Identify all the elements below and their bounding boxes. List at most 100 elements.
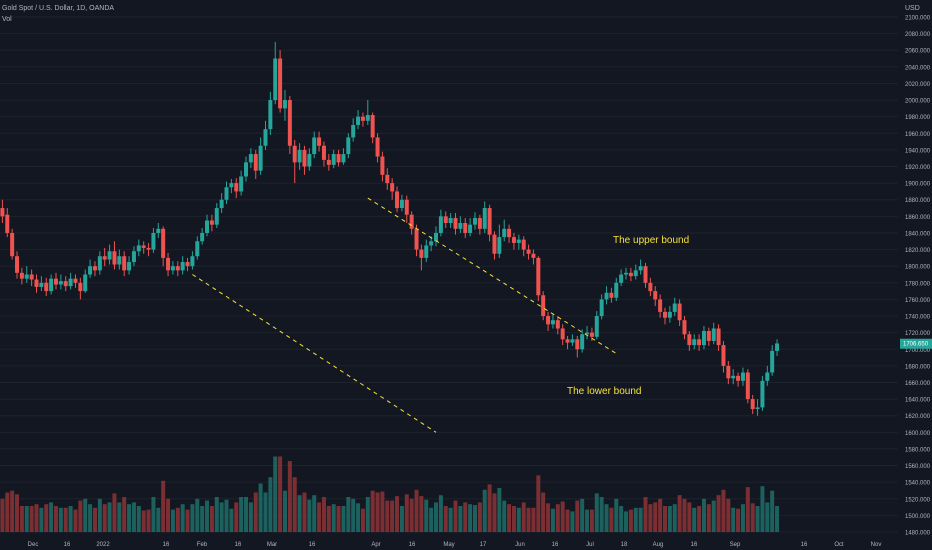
- price-tick-label: 1880.000: [905, 198, 931, 204]
- volume-bar: [477, 502, 482, 532]
- candle-body: [180, 262, 185, 271]
- volume-bar: [19, 506, 24, 532]
- candle-body: [146, 247, 151, 250]
- volume-bar: [589, 509, 594, 532]
- volume-bar: [282, 490, 287, 532]
- volume-bar: [736, 508, 741, 532]
- candle-body: [628, 272, 633, 277]
- price-tick-label: 1760.000: [905, 298, 931, 304]
- price-tick-label: 1480.000: [905, 531, 931, 537]
- volume-bar: [312, 495, 317, 532]
- channel-line-upper: [367, 197, 619, 356]
- candle-body: [487, 208, 492, 235]
- candle-body: [141, 245, 146, 248]
- candle-body: [83, 274, 88, 292]
- candle-body: [214, 208, 219, 225]
- volume-bar: [336, 506, 341, 532]
- time-tick-label: Jul: [586, 542, 594, 548]
- volume-bar: [141, 510, 146, 532]
- candle-body: [234, 183, 239, 192]
- candle-body: [390, 183, 395, 192]
- candle-body: [546, 316, 551, 325]
- volume-bar: [166, 498, 171, 532]
- candle-body: [253, 154, 258, 171]
- candle-body: [107, 251, 112, 260]
- volume-bar: [287, 461, 292, 532]
- volume-bar: [453, 500, 458, 532]
- candle-body: [395, 191, 400, 209]
- volume-bar: [731, 507, 736, 532]
- volume-bar: [740, 504, 745, 532]
- candle-body: [370, 115, 375, 138]
- candle-body: [117, 256, 122, 265]
- candle-body: [29, 274, 34, 280]
- upper-bound-label: The upper bound: [613, 235, 689, 246]
- time-tick-label: 16: [409, 542, 416, 548]
- volume-bar: [745, 487, 750, 532]
- price-axis[interactable]: 2100.000 2080.000 2060.000 2040.000 2020.000…: [905, 16, 931, 537]
- volume-bar: [209, 506, 214, 532]
- candle-body: [531, 253, 536, 258]
- volume-bar: [34, 504, 39, 532]
- candle-body: [424, 245, 429, 258]
- candle-body: [248, 154, 253, 163]
- volume-bar: [380, 491, 385, 532]
- candle-body: [653, 291, 658, 300]
- volume-bar: [536, 475, 541, 532]
- volume-bar: [658, 498, 663, 532]
- volume-bar: [395, 496, 400, 532]
- last-price-tag: 1706.650: [900, 338, 932, 349]
- time-tick-label: May: [443, 542, 454, 548]
- volume-bar: [526, 507, 531, 532]
- candle-body: [755, 407, 760, 410]
- volume-bars: [0, 456, 780, 532]
- volume-bar: [429, 507, 434, 532]
- candle-body: [326, 159, 331, 165]
- volume-bar: [580, 498, 585, 532]
- candle-body: [5, 214, 10, 233]
- time-tick-label: 16: [163, 542, 170, 548]
- candle-body: [643, 266, 648, 283]
- candle-body: [502, 228, 507, 238]
- price-tick-label: 1500.000: [905, 514, 931, 520]
- volume-bar: [214, 497, 219, 532]
- candle-body: [482, 208, 487, 229]
- volume-bar: [263, 492, 268, 532]
- volume-bar: [643, 497, 648, 532]
- price-tick-label: 1860.000: [905, 215, 931, 221]
- candle-body: [209, 220, 214, 225]
- time-tick-label: Feb: [197, 542, 208, 548]
- candle-body: [521, 239, 526, 250]
- volume-bar: [609, 507, 614, 532]
- volume-bar: [770, 490, 775, 532]
- candle-body: [740, 372, 745, 381]
- candle-body: [619, 274, 624, 283]
- candle-body: [336, 154, 341, 163]
- candle-body: [63, 281, 68, 287]
- price-tick-label: 1580.000: [905, 447, 931, 453]
- volume-bar: [356, 503, 361, 532]
- candle-body: [360, 116, 365, 121]
- candle-body: [638, 266, 643, 271]
- candle-body: [682, 320, 687, 335]
- price-tick-label: 1740.000: [905, 315, 931, 321]
- candle-body: [287, 100, 292, 146]
- last-price-tag-background: [900, 338, 932, 349]
- candle-body: [229, 183, 234, 188]
- candle-body: [375, 137, 380, 157]
- price-tick-label: 2040.000: [905, 65, 931, 71]
- time-axis[interactable]: Dec 16 2022 16 Feb 16 Mar 16 Apr 16 May 17 Jun 16 Jul 1…: [28, 542, 882, 548]
- candle-body: [195, 241, 200, 257]
- volume-bar: [68, 506, 73, 532]
- volume-bar: [258, 483, 263, 532]
- volume-bar: [127, 504, 132, 532]
- candle-body: [419, 249, 424, 258]
- volume-bar: [92, 507, 97, 532]
- candle-body: [560, 328, 565, 340]
- candle-body: [88, 266, 93, 275]
- volume-bar: [472, 505, 477, 532]
- volume-bar: [190, 504, 195, 532]
- volume-bar: [492, 493, 497, 532]
